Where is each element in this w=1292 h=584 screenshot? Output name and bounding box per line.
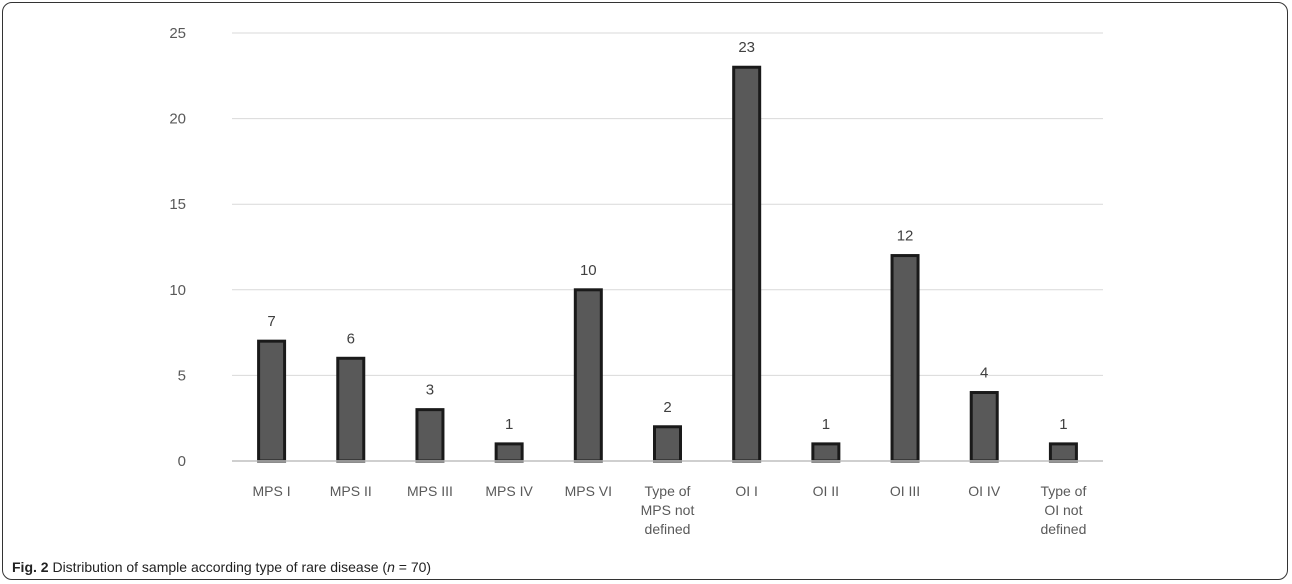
x-tick-label-line: defined (1040, 521, 1086, 537)
y-tick-label: 0 (178, 453, 186, 470)
x-tick-label: OI IV (968, 483, 1001, 499)
bar (732, 65, 762, 463)
caption-text: Distribution of sample according type of… (48, 559, 388, 575)
x-tick-label: MPS II (330, 483, 372, 499)
x-tick-label-line: OI I (735, 483, 758, 499)
x-tick-label-line: Type of (645, 483, 691, 499)
data-label: 23 (738, 39, 755, 56)
data-label: 1 (822, 416, 830, 433)
x-axis: MPS I MPS II MPS III MPS IV MPS VI Type of MPS… (232, 460, 1103, 537)
bar (257, 339, 287, 463)
y-tick-label: 25 (169, 25, 186, 42)
x-tick-label-line: Type of (1040, 483, 1086, 499)
bar (811, 442, 841, 463)
x-tick-label-line: MPS I (253, 483, 291, 499)
x-tick-label: MPS I (253, 483, 291, 499)
caption-fig-label: Fig. 2 (12, 559, 49, 575)
x-tick-label: MPS III (407, 483, 453, 499)
x-tick-label-line: OI IV (968, 483, 1001, 499)
data-label: 1 (505, 416, 513, 433)
x-tick-label-line: MPS IV (485, 483, 533, 499)
y-tick-label: 5 (178, 367, 186, 384)
x-tick-label: OI III (890, 483, 920, 499)
x-tick-label: OI I (735, 483, 758, 499)
caption-n-variable: n (387, 559, 395, 575)
y-tick-label: 15 (169, 196, 186, 213)
data-label: 1 (1059, 416, 1067, 433)
data-label: 2 (663, 399, 671, 416)
x-tick-label: MPS VI (565, 483, 612, 499)
data-label: 3 (426, 382, 434, 399)
bar (494, 442, 524, 463)
x-tick-label-line: OI II (813, 483, 839, 499)
data-label: 12 (897, 228, 914, 245)
bar (1048, 442, 1078, 463)
x-tick-label: MPS IV (485, 483, 533, 499)
bars: 7 6 3 1 10 2 23 1 12 4 1 (257, 39, 1078, 463)
x-tick-label-line: OI III (890, 483, 920, 499)
data-label: 4 (980, 365, 988, 382)
bar (969, 391, 999, 463)
bar (573, 288, 603, 463)
x-tick-label: Type of MPS not defined (641, 483, 695, 537)
x-tick-label-line: MPS not (641, 502, 695, 518)
x-tick-label-line: MPS VI (565, 483, 612, 499)
bar (336, 356, 366, 463)
y-tick-label: 10 (169, 282, 186, 299)
data-label: 7 (267, 313, 275, 330)
bar (890, 254, 920, 463)
x-tick-label: Type of OI not defined (1040, 483, 1086, 537)
caption-text-end: = 70) (394, 559, 432, 575)
x-tick-label-line: MPS II (330, 483, 372, 499)
bar (415, 408, 445, 463)
data-label: 10 (580, 262, 597, 279)
y-axis: 0 5 10 15 20 25 (169, 25, 186, 470)
x-tick-label-line: OI not (1044, 502, 1082, 518)
bar (653, 425, 682, 463)
y-tick-label: 20 (169, 111, 186, 128)
x-tick-label-line: MPS III (407, 483, 453, 499)
data-label: 6 (347, 330, 355, 347)
x-tick-label-line: defined (645, 521, 691, 537)
x-tick-label: OI II (813, 483, 839, 499)
figure-caption: Fig. 2 Distribution of sample according … (12, 559, 431, 575)
